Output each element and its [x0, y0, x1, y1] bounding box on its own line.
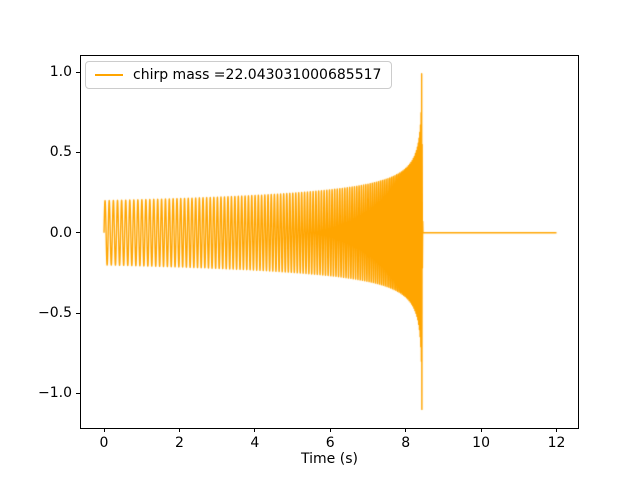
- x-axis-label: Time (s): [301, 451, 358, 467]
- y-tick-mark: [76, 312, 80, 314]
- x-tick-mark: [103, 428, 105, 432]
- x-tick-label: 2: [174, 435, 184, 451]
- x-tick-label: 10: [472, 435, 490, 451]
- y-tick-label: 0.5: [49, 144, 72, 161]
- legend-label: chirp mass =22.043031000685517: [133, 67, 382, 83]
- y-tick-label: −0.5: [38, 305, 72, 322]
- y-tick-label: 0.0: [49, 224, 72, 241]
- y-tick-label: 1.0: [49, 64, 72, 81]
- x-tick-label: 8: [401, 435, 411, 451]
- y-tick-label: −1.0: [38, 385, 72, 402]
- x-tick-label: 6: [325, 435, 335, 451]
- x-tick-label: 0: [99, 435, 109, 451]
- x-tick-mark: [254, 428, 256, 432]
- x-tick-mark: [480, 428, 482, 432]
- x-tick-label: 4: [250, 435, 260, 451]
- x-tick-mark: [405, 428, 407, 432]
- legend: chirp mass =22.043031000685517: [85, 61, 393, 89]
- legend-line-sample: [95, 74, 123, 76]
- x-tick-mark: [329, 428, 331, 432]
- x-tick-mark: [556, 428, 557, 432]
- waveform-canvas: [81, 56, 578, 428]
- y-tick-mark: [76, 392, 80, 394]
- x-tick-mark: [178, 428, 180, 432]
- plot-axes: chirp mass =22.043031000685517: [80, 55, 579, 429]
- y-tick-mark: [76, 232, 80, 234]
- x-tick-label: 12: [547, 435, 566, 451]
- y-tick-mark: [76, 151, 80, 153]
- y-tick-mark: [76, 71, 80, 73]
